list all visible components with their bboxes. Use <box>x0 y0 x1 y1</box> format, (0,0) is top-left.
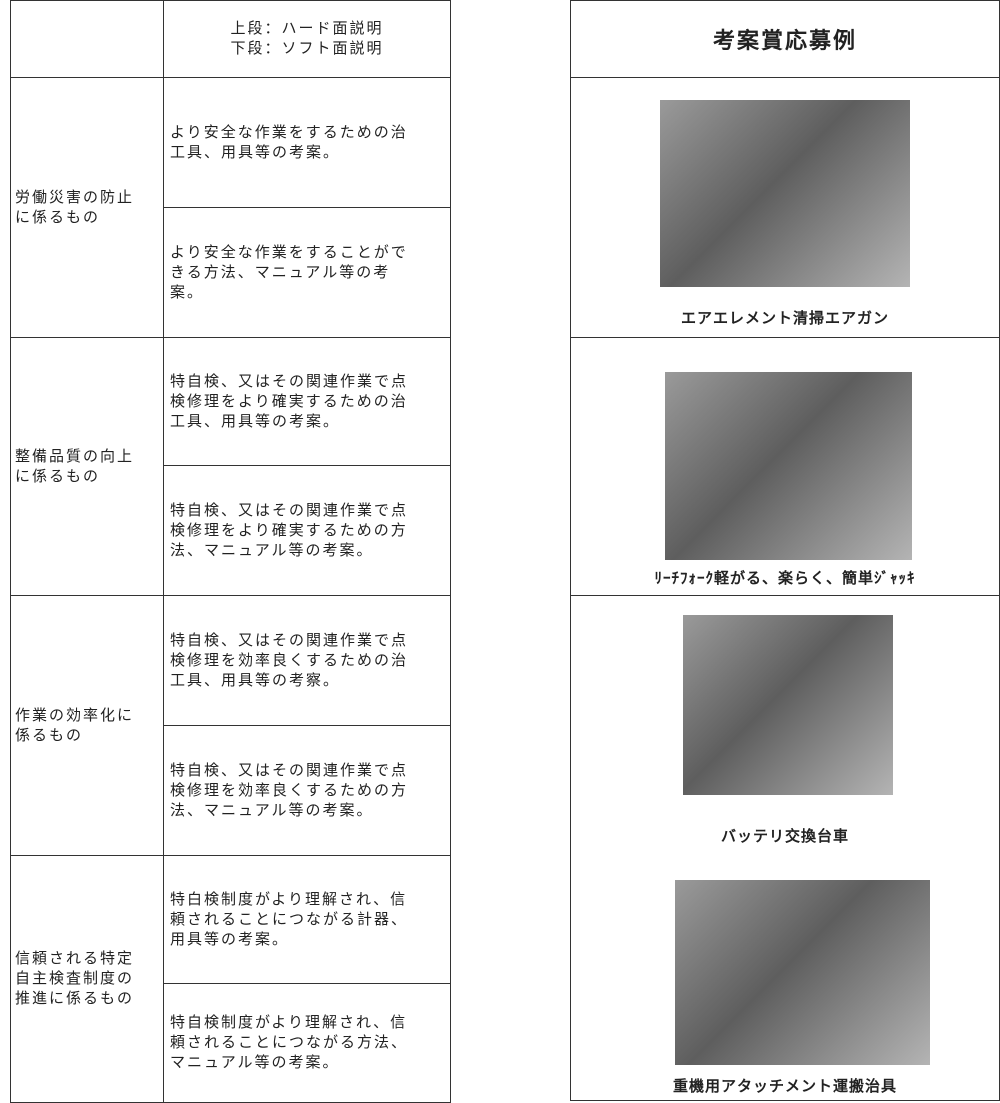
text-line: 工具、用具等の考案。 <box>170 413 341 430</box>
category-cell: 整備品質の向上 に係るもの <box>10 337 164 596</box>
text-line: 法、マニュアル等の考案。 <box>170 542 374 559</box>
item-cell: 特自検、又はその関連作業で点 検修理を効率良くするための方 法、マニュアル等の考案。 <box>163 725 451 856</box>
text-line: 頼されることにつながる方法、 <box>170 1035 409 1051</box>
cell-text: より安全な作業をすることがで きる方法、マニュアル等の考 案。 <box>170 243 408 303</box>
text-line: 特自検、又はその関連作業で点 <box>170 632 409 649</box>
item-cell: 特白検制度がより理解され、信 頼されることにつながる計器、 用具等の考案。 <box>163 855 451 984</box>
cell-text: 特自検、又はその関連作業で点 検修理を効率良くするための治 工具、用具等の考察。 <box>170 631 408 691</box>
text-line: 検修理を効率良くするための方 <box>170 782 409 799</box>
item-cell: より安全な作業をするための治 工具、用具等の考案。 <box>163 77 451 208</box>
item-cell: より安全な作業をすることがで きる方法、マニュアル等の考 案。 <box>163 207 451 338</box>
text-line: 工具、用具等の考察。 <box>170 672 341 689</box>
text-line: 下段：ソフト面説明 <box>230 41 384 57</box>
item-cell: 特自検、又はその関連作業で点 検修理をより確実するための治 工具、用具等の考案。 <box>163 337 451 466</box>
example-photo <box>683 615 893 795</box>
cell-text: 上段：ハード面説明 下段：ソフト面説明 <box>230 19 383 59</box>
text-line: 検修理を効率良くするための治 <box>170 652 409 669</box>
example-photo <box>665 372 912 560</box>
text-line: 特白検制度がより理解され、信 <box>170 891 408 908</box>
text-line: に係るもの <box>15 468 101 485</box>
text-line: 用具等の考案。 <box>170 931 290 948</box>
item-cell: 特自検、又はその関連作業で点 検修理をより確実するための方 法、マニュアル等の考案。 <box>163 465 451 596</box>
cell-text: より安全な作業をするための治 工具、用具等の考案。 <box>170 123 408 163</box>
text-line: きる方法、マニュアル等の考 <box>170 264 391 281</box>
text-line: に係るもの <box>15 209 101 226</box>
item-cell: 特自検制度がより理解され、信 頼されることにつながる方法、 マニュアル等の考案。 <box>163 983 451 1103</box>
category-cell: 信頼される特定 自主検査制度の 推進に係るもの <box>10 855 164 1103</box>
cell-text: 特自検、又はその関連作業で点 検修理をより確実するための治 工具、用具等の考案。 <box>170 372 408 432</box>
text-line: 労働災害の防止 <box>15 189 135 206</box>
example-photo <box>660 100 910 287</box>
text-line: 工具、用具等の考案。 <box>170 144 341 161</box>
item-cell: 特自検、又はその関連作業で点 検修理を効率良くするための治 工具、用具等の考察。 <box>163 595 451 726</box>
text-line: より安全な作業をするための治 <box>170 124 408 141</box>
examples-title: 考案賞応募例 <box>712 27 857 53</box>
text-line: 検修理をより確実するための方 <box>170 522 408 539</box>
example-caption: 重機用アタッチメント運搬治具 <box>672 1078 897 1095</box>
cell-text: 信頼される特定 自主検査制度の 推進に係るもの <box>15 949 134 1009</box>
cell-text: 整備品質の向上 に係るもの <box>15 447 134 487</box>
text-line: 係るもの <box>15 727 84 744</box>
text-line: 検修理をより確実するための治 <box>170 393 408 410</box>
category-cell: 労働災害の防止 に係るもの <box>10 77 164 338</box>
cell-text: 特自検、又はその関連作業で点 検修理を効率良くするための方 法、マニュアル等の考案。 <box>170 761 408 821</box>
text-line: 特自検、又はその関連作業で点 <box>170 373 409 390</box>
text-line: 特自検、又はその関連作業で点 <box>170 502 409 519</box>
text-line: 自主検査制度の <box>15 971 135 987</box>
text-line: 案。 <box>170 284 205 301</box>
cell-text: 特自検、又はその関連作業で点 検修理をより確実するための方 法、マニュアル等の考案。 <box>170 501 408 561</box>
text-line: より安全な作業をすることがで <box>170 244 408 261</box>
text-line: 特自検、又はその関連作業で点 <box>170 762 409 779</box>
header-cell: 上段：ハード面説明 下段：ソフト面説明 <box>163 0 451 78</box>
example-caption: ﾘｰﾁﾌｫｰｸ軽がる、楽らく、簡単ｼﾞｬｯｷ <box>654 570 916 587</box>
text-line: 整備品質の向上 <box>15 448 135 465</box>
text-line: 作業の効率化に <box>15 707 135 724</box>
text-line: 上段：ハード面説明 <box>230 21 384 37</box>
text-line: 推進に係るもの <box>15 991 135 1007</box>
cell-text: 労働災害の防止 に係るもの <box>15 188 134 228</box>
cell-text: 作業の効率化に 係るもの <box>15 706 134 746</box>
example-caption: エアエレメント清掃エアガン <box>680 310 889 327</box>
cell-text: 特自検制度がより理解され、信 頼されることにつながる方法、 マニュアル等の考案。 <box>170 1013 408 1073</box>
example-caption: バッテリ交換台車 <box>720 828 849 845</box>
text-line: 法、マニュアル等の考案。 <box>170 802 374 819</box>
text-line: 特自検制度がより理解され、信 <box>170 1015 408 1031</box>
text-line: 頼されることにつながる計器、 <box>170 911 409 928</box>
header-blank <box>10 0 164 78</box>
category-cell: 作業の効率化に 係るもの <box>10 595 164 856</box>
cell-text: 特白検制度がより理解され、信 頼されることにつながる計器、 用具等の考案。 <box>170 890 408 950</box>
text-line: マニュアル等の考案。 <box>170 1055 340 1071</box>
example-photo <box>675 880 930 1065</box>
text-line: 信頼される特定 <box>15 951 135 967</box>
